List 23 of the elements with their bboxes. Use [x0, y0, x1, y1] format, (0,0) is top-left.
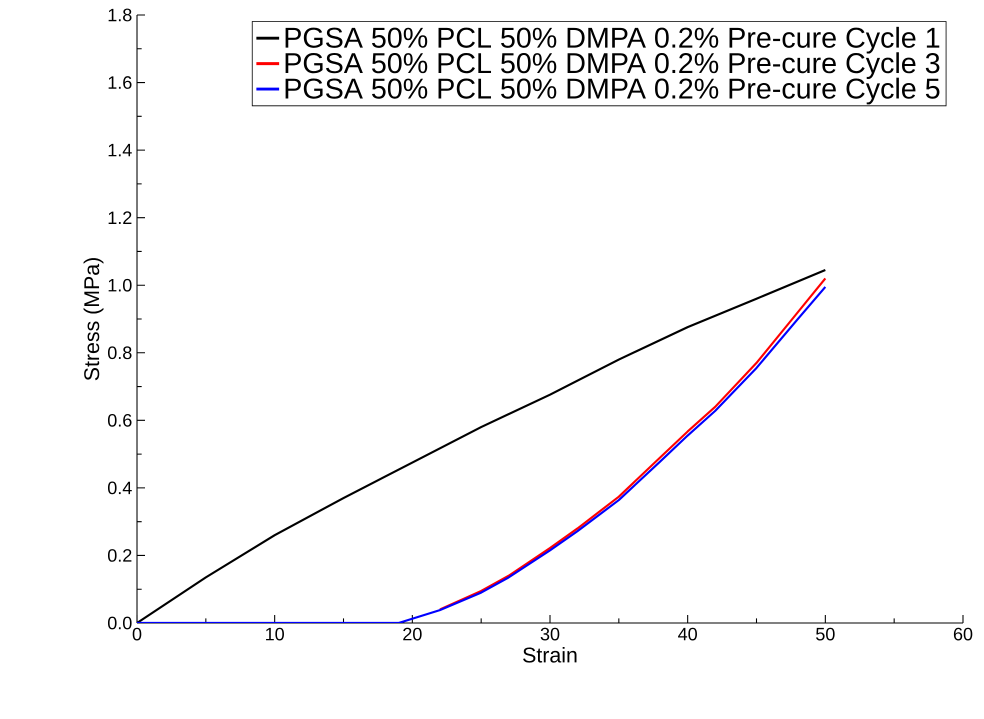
y-tick-label: 1.6 [108, 76, 132, 89]
y-axis-title: Stress (MPa) [84, 258, 104, 380]
y-tick-label: 0.4 [108, 482, 132, 494]
y-tick-label: 0.6 [108, 414, 132, 427]
x-tick-label: 30 [540, 628, 560, 640]
x-tick-label: 0 [132, 628, 142, 640]
line-series [438, 277, 826, 611]
x-axis-title: Strain [523, 646, 576, 663]
y-tick-label: 0.2 [108, 549, 132, 562]
legend-label: PGSA 50% PCL 50% DMPA 0.2% Pre-cure Cycle 5 [286, 78, 940, 104]
legend-label: PGSA 50% PCL 50% DMPA 0.2% Pre-cure Cycle 1 [286, 26, 940, 54]
x-tick-label: 20 [403, 628, 422, 640]
x-tick-label: 50 [816, 628, 835, 640]
x-tick-label: 40 [678, 628, 697, 640]
y-tick-label: 0.0 [108, 616, 132, 630]
y-tick-label: 1.8 [108, 8, 132, 22]
y-tick-label: 0.8 [108, 346, 132, 360]
legend-label: PGSA 50% PCL 50% DMPA 0.2% Pre-cure Cycle 3 [286, 52, 940, 79]
y-tick-label: 1.2 [108, 211, 132, 224]
x-tick-label: 10 [266, 628, 284, 640]
y-tick-label: 1.4 [108, 144, 132, 156]
y-tick-label: 1.0 [108, 278, 132, 292]
x-tick-label: 60 [954, 628, 972, 640]
